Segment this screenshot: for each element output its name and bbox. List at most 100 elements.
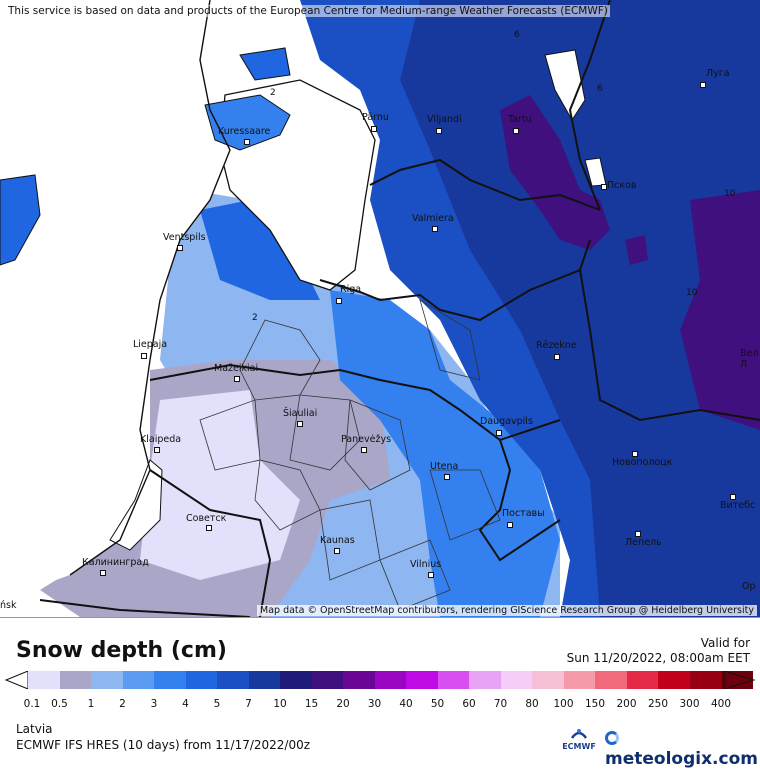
city-label[interactable]: Ventspils — [163, 232, 206, 251]
colorbar-tick-label: 0.5 — [51, 698, 68, 710]
colorbar-swatch — [626, 671, 658, 689]
city-marker — [700, 82, 706, 88]
ecmwf-logo-text: ECMWF — [562, 742, 596, 751]
snow-zone-blue — [330, 290, 560, 617]
city-marker — [432, 226, 438, 232]
gotland-strip — [0, 174, 41, 266]
colorbar-left-arrow — [4, 671, 29, 689]
colorbar-swatch — [185, 671, 217, 689]
city-label[interactable]: Tartu — [508, 114, 532, 134]
colorbar-swatch — [406, 671, 438, 689]
city-label[interactable]: Калининград — [82, 557, 149, 576]
colorbar-tick-label: 200 — [616, 698, 637, 710]
city-marker — [141, 353, 147, 359]
city-label[interactable]: Daugavpils — [480, 416, 533, 436]
colorbar-tick-label: 80 — [525, 698, 539, 710]
city-marker — [436, 128, 442, 134]
snow-zone-coast — [200, 200, 320, 300]
meteologix-logo[interactable]: meteologix.com — [605, 729, 760, 769]
saaremaa-island — [204, 94, 291, 151]
city-label[interactable]: Луга — [700, 68, 730, 88]
colorbar-tick-label: 40 — [399, 698, 413, 710]
snow-zone-navy — [400, 0, 760, 617]
ecmwf-logo-icon — [571, 729, 587, 739]
baltic-sea — [0, 0, 230, 600]
colorbar-tick-label: 5 — [213, 698, 221, 710]
colorbar-tick-label: 3 — [150, 698, 158, 710]
city-label[interactable]: Liepaja — [133, 339, 167, 359]
contour-label: 10 — [686, 288, 698, 298]
city-label[interactable]: Riga — [336, 284, 361, 304]
city-label[interactable]: ńsk — [0, 600, 17, 611]
colorbar-swatch — [311, 671, 343, 689]
colorbar-right-arrow — [723, 671, 756, 689]
colorbar-tick-label: 7 — [245, 698, 252, 710]
city-marker — [234, 376, 240, 382]
colorbar-swatch — [59, 671, 91, 689]
city-label[interactable]: Utena — [430, 461, 458, 480]
city-label[interactable]: Лепель — [625, 531, 662, 548]
city-label[interactable]: Šiauliai — [283, 408, 317, 427]
city-label[interactable]: Rēzekne — [536, 340, 577, 360]
colorbar-tick-label: 150 — [584, 698, 606, 710]
city-label[interactable]: Псков — [601, 180, 637, 191]
legend-title: Snow depth (cm) — [16, 638, 227, 663]
city-label[interactable]: Kuressaare — [218, 126, 270, 145]
colorbar-tick-label: 70 — [493, 698, 508, 710]
colorbar-tick-label: 100 — [553, 698, 574, 710]
colorbar-swatch — [532, 671, 564, 689]
city-label[interactable]: Витебс — [720, 494, 755, 511]
city-label[interactable]: Поставы — [502, 508, 545, 528]
city-label[interactable]: Ор — [742, 581, 756, 592]
colorbar-tick-label: 10 — [273, 698, 287, 710]
map-attribution: Map data © OpenStreetMap contributors, r… — [257, 605, 757, 616]
country-borders — [39, 0, 760, 617]
colorbar — [28, 671, 753, 689]
legend-panel — [0, 617, 760, 761]
city-label[interactable]: Kaunas — [320, 535, 355, 554]
city-label[interactable]: Новополоцк — [612, 451, 672, 468]
colorbar-swatch — [28, 671, 60, 689]
contour-label: 10 — [724, 189, 736, 199]
colorbar-swatch — [374, 671, 406, 689]
city-label[interactable]: Valmiera — [412, 213, 454, 232]
city-label[interactable]: Pärnu — [362, 112, 389, 132]
ecmwf-logo[interactable]: ECMWF — [560, 727, 598, 751]
coastline — [69, 0, 231, 576]
city-label[interactable]: Vilnius — [410, 559, 441, 578]
city-marker — [632, 451, 638, 457]
colorbar-tick-label: 60 — [462, 698, 476, 710]
city-label[interactable]: Советск — [186, 513, 226, 531]
colorbar-tick-label: 4 — [182, 698, 189, 710]
colorbar-swatch — [437, 671, 469, 689]
contour-label: 2 — [252, 313, 258, 323]
colorbar-swatch — [154, 671, 186, 689]
colorbar-swatch — [280, 671, 312, 689]
city-marker — [334, 548, 340, 554]
city-marker — [336, 298, 342, 304]
colorbar-swatch — [595, 671, 627, 689]
colorbar-swatch — [500, 671, 532, 689]
colorbar-tick-label: 0.1 — [23, 698, 41, 710]
colorbar-tick-label: 1 — [87, 698, 95, 710]
meteologix-logo-icon — [605, 731, 619, 745]
contour-label: 6 — [597, 84, 603, 94]
city-label[interactable]: Mažeikiai — [214, 363, 258, 382]
city-marker — [361, 447, 367, 453]
colorbar-swatch — [469, 671, 501, 689]
colorbar-swatch — [91, 671, 123, 689]
city-marker — [297, 421, 303, 427]
valid-label: Valid for — [700, 636, 750, 650]
city-marker — [730, 494, 736, 500]
colorbar-tick-label: 300 — [679, 698, 700, 710]
colorbar-tick-label: 15 — [304, 698, 319, 710]
city-label[interactable]: Panevėžys — [341, 434, 391, 453]
city-label[interactable]: Klaipeda — [140, 434, 181, 453]
city-marker — [496, 430, 502, 436]
city-marker — [513, 128, 519, 134]
colorbar-tick-label: 2 — [119, 698, 126, 710]
colorbar-swatch — [563, 671, 595, 689]
city-label[interactable]: Viljandi — [427, 114, 462, 134]
snow-depth-map[interactable]: This service is based on data and produc… — [0, 0, 760, 617]
city-label[interactable]: Вел Л — [740, 348, 759, 370]
